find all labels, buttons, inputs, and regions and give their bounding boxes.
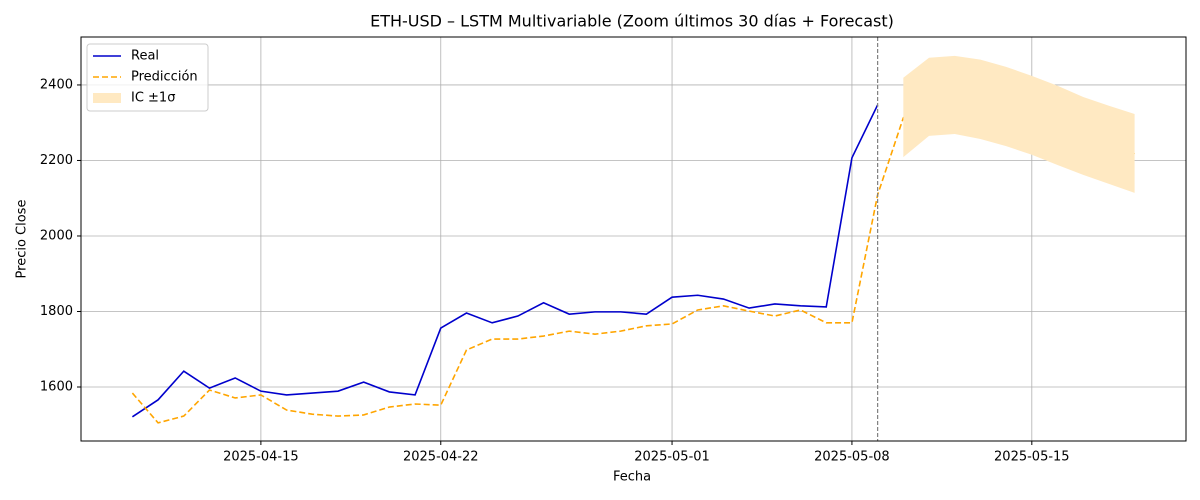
y-tick-label: 1600 <box>40 380 73 395</box>
chart-title: ETH-USD – LSTM Multivariable (Zoom últim… <box>370 12 894 31</box>
legend-label: Real <box>131 49 159 64</box>
plot-frame <box>80 36 1187 442</box>
confidence-band <box>903 55 1135 193</box>
x-axis-label: Fecha <box>613 470 651 485</box>
y-tick-label: 2000 <box>40 228 73 243</box>
legend-label: IC ±1σ <box>131 91 175 106</box>
y-tick-label: 2400 <box>40 77 73 92</box>
x-tick-label: 2025-05-01 <box>634 450 710 465</box>
x-tick-label: 2025-04-15 <box>223 450 299 465</box>
x-tick-label: 2025-05-08 <box>814 450 890 465</box>
y-tick-label: 2200 <box>40 153 73 168</box>
legend-label: Predicción <box>131 70 198 85</box>
y-axis-label: Precio Close <box>15 200 30 279</box>
legend: Real Predicción IC ±1σ <box>86 43 209 112</box>
line <box>131 104 879 418</box>
x-tick-label: 2025-04-22 <box>403 450 479 465</box>
y-tick-label: 1800 <box>40 304 73 319</box>
legend-swatch <box>93 93 121 103</box>
x-tick-label: 2025-05-15 <box>994 450 1070 465</box>
